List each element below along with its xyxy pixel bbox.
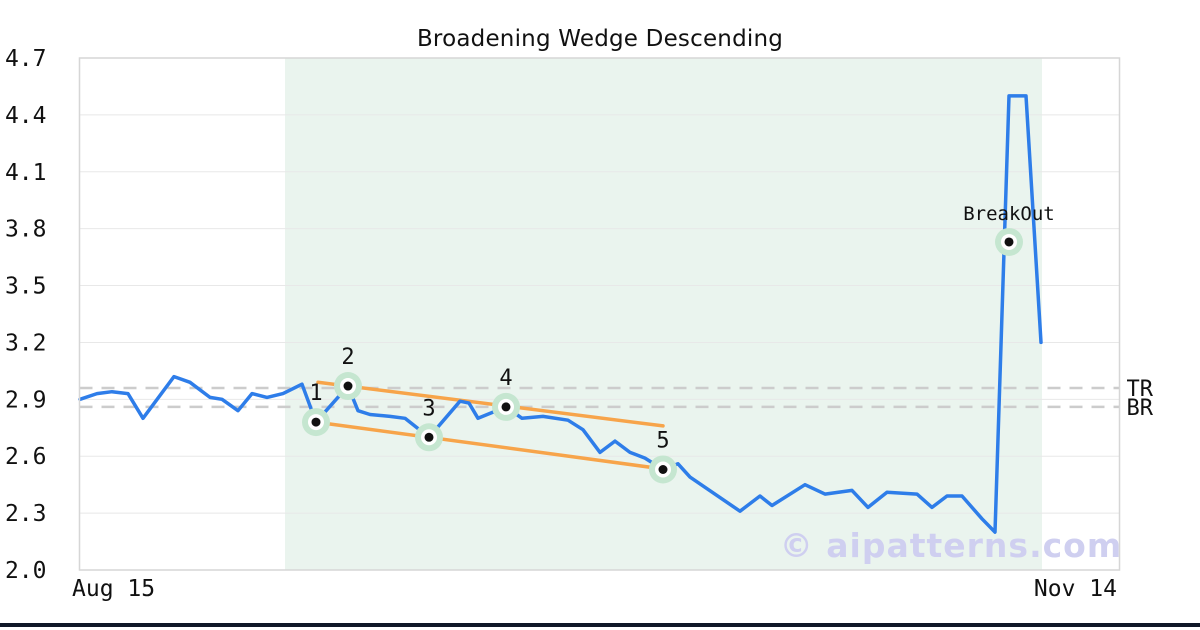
level-label-br: BR: [1127, 396, 1154, 421]
point-label-breakout: BreakOut: [963, 203, 1055, 225]
y-tick-label: 3.8: [5, 217, 47, 243]
price-line: [78, 94, 1043, 534]
chart-title: Broadening Wedge Descending: [416, 26, 784, 52]
upper-trendline: [316, 380, 665, 428]
watermark: © aipatterns.com: [780, 526, 1122, 565]
lower-trendline: [314, 420, 669, 472]
y-tick-label: 3.5: [5, 274, 47, 300]
point-label-2: 2: [341, 345, 354, 370]
plot-border: [78, 57, 1121, 571]
point-label-3: 3: [422, 396, 435, 421]
point-dot-1: [311, 417, 321, 427]
y-tick-label: 4.4: [5, 103, 47, 129]
pattern-zone: [285, 58, 1042, 570]
point-label-1: 1: [309, 381, 322, 406]
point-dot-5: [658, 464, 668, 474]
y-tick-label: 2.0: [5, 558, 47, 584]
x-axis-start-label: Aug 15: [72, 576, 156, 602]
point-label-5: 5: [656, 428, 669, 453]
y-tick-label: 2.6: [5, 444, 47, 470]
point-label-4: 4: [499, 366, 512, 391]
y-tick-label: 4.1: [5, 160, 47, 186]
level-label-tr: TR: [1127, 377, 1154, 402]
point-dot-3: [424, 432, 434, 442]
y-tick-label: 3.2: [5, 330, 47, 356]
footer-bar: [0, 623, 1200, 627]
y-tick-label: 4.7: [5, 46, 47, 72]
point-dot-4: [501, 402, 511, 412]
y-tick-label: 2.3: [5, 501, 47, 527]
point-dot-breakout: [1004, 237, 1014, 247]
x-axis-end-label: Nov 14: [1033, 576, 1117, 602]
y-tick-label: 2.9: [5, 387, 47, 413]
point-dot-2: [343, 381, 353, 391]
